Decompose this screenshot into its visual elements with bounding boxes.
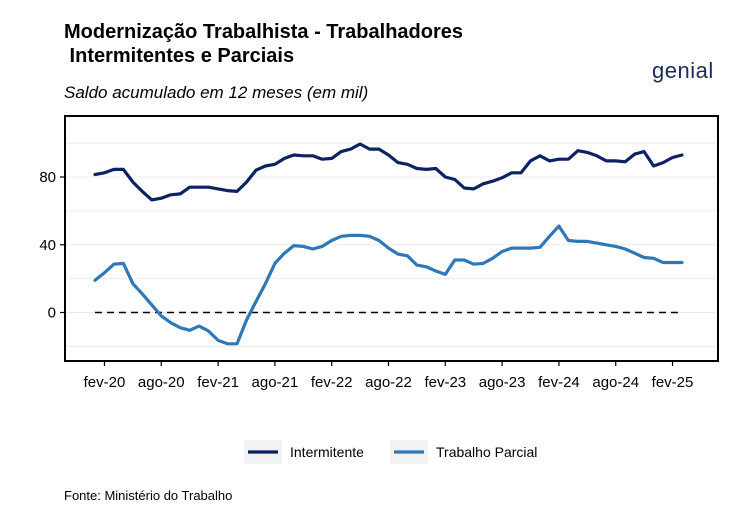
source-note: Fonte: Ministério do Trabalho xyxy=(64,488,233,503)
chart-title: Modernização Trabalhista - Trabalhadores… xyxy=(64,21,464,67)
plot-background xyxy=(65,116,718,361)
plot-border xyxy=(64,115,719,362)
series-line-trabalho-parcial xyxy=(93,224,684,346)
y-tick-label: 0 xyxy=(48,305,56,322)
series-layer xyxy=(93,142,684,346)
legend-label: Trabalho Parcial xyxy=(436,444,537,460)
x-tick-label: ago-24 xyxy=(592,374,639,391)
x-tick-label: ago-22 xyxy=(365,374,412,391)
x-axis: fev-20 ago-20 fev-21 ago-21 fev-22 ago-22 fev-… xyxy=(84,361,694,391)
x-tick-label: fev-21 xyxy=(197,374,239,391)
x-tick-label: fev-25 xyxy=(652,374,694,391)
x-tick-label: ago-23 xyxy=(479,374,526,391)
y-axis: 0 40 80 xyxy=(39,169,65,322)
x-tick-label: fev-24 xyxy=(538,374,580,391)
legend-label: Intermitente xyxy=(290,444,364,460)
y-tick-label: 40 xyxy=(39,237,56,254)
x-tick-label: fev-22 xyxy=(311,374,353,391)
chart-subtitle: Saldo acumulado em 12 meses (em mil) xyxy=(64,83,369,102)
legend: Intermitente Trabalho Parcial xyxy=(244,440,537,464)
x-tick-label: fev-20 xyxy=(84,374,126,391)
x-tick-label: ago-21 xyxy=(252,374,299,391)
x-tick-label: fev-23 xyxy=(424,374,466,391)
genial-logo: genial xyxy=(652,58,714,83)
x-tick-label: ago-20 xyxy=(138,374,185,391)
series-line-intermitente xyxy=(93,142,684,202)
y-tick-label: 80 xyxy=(39,169,56,186)
